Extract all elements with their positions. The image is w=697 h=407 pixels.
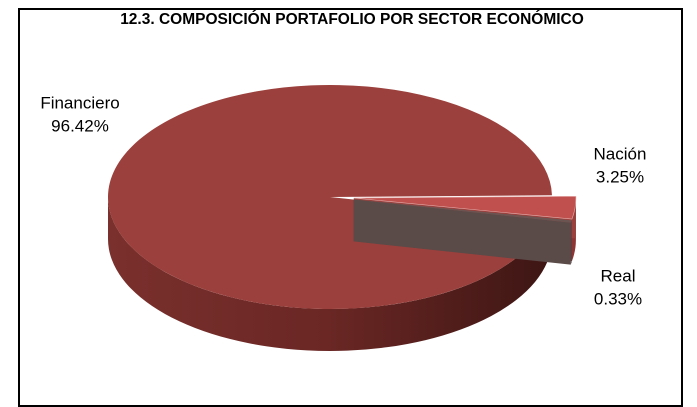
slice xyxy=(107,84,552,309)
slice xyxy=(353,196,577,220)
chart-title: 12.3. COMPOSICIÓN PORTAFOLIO POR SECTOR … xyxy=(120,10,584,28)
slice-value-label: 3.25% xyxy=(596,167,644,186)
slice-wall xyxy=(353,199,571,265)
slice-value-label: 96.42% xyxy=(51,116,109,135)
slice-label: Nación xyxy=(594,144,647,163)
slice-side xyxy=(108,197,548,351)
slice-value-label: 0.33% xyxy=(594,289,642,308)
frame xyxy=(18,8,683,407)
slice xyxy=(353,199,572,223)
slice-label: Real xyxy=(601,266,636,285)
slice-side xyxy=(570,220,572,265)
slice-label: Financiero xyxy=(40,93,119,112)
